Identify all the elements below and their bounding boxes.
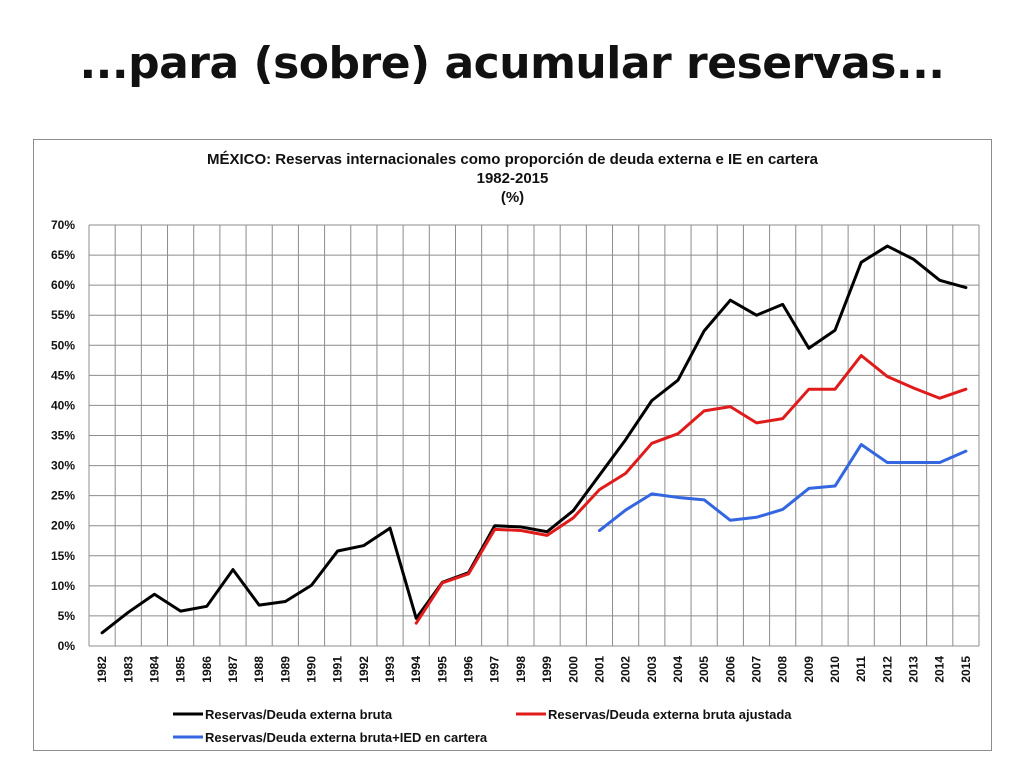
x-tick-label: 1997 [488,656,502,683]
chart-subtitle: 1982-2015 [476,170,549,187]
x-tick-label: 1991 [331,656,345,683]
y-tick-label: 60% [51,278,75,292]
chart-title: MÉXICO: Reservas internacionales como pr… [206,151,819,168]
y-tick-label: 35% [51,429,75,443]
x-tick-label: 1995 [435,656,449,683]
x-tick-label: 2007 [750,656,764,683]
x-tick-label: 1998 [514,656,528,683]
legend-label-1: Reservas/Deuda externa bruta [205,707,393,722]
x-tick-label: 1982 [95,656,109,683]
x-tick-label: 2011 [854,656,868,682]
x-tick-label: 2008 [776,656,790,683]
legend-label-3: Reservas/Deuda externa bruta+IED en cart… [205,730,488,745]
x-tick-label: 1984 [147,656,161,683]
y-tick-label: 25% [51,489,75,503]
x-tick-label: 2015 [959,656,973,683]
x-tick-label: 2012 [880,656,894,683]
x-tick-label: 1996 [462,656,476,683]
x-tick-label: 1983 [121,656,135,683]
legend-label-2: Reservas/Deuda externa bruta ajustada [548,707,792,722]
y-tick-label: 0% [58,639,76,653]
x-tick-label: 2002 [619,656,633,683]
x-tick-label: 2003 [645,656,659,683]
y-tick-label: 55% [51,308,75,322]
x-tick-label: 1989 [278,656,292,683]
x-tick-label: 2013 [907,656,921,683]
x-tick-label: 1999 [540,656,554,683]
y-tick-label: 40% [51,398,75,412]
x-tick-label: 2000 [566,656,580,683]
series-line-3 [597,443,968,533]
y-tick-label: 30% [51,459,75,473]
x-tick-label: 2005 [697,656,711,683]
x-tick-label: 1994 [409,656,423,683]
y-tick-label: 20% [51,519,75,533]
y-tick-label: 70% [51,218,75,232]
x-tick-label: 2004 [671,656,685,683]
x-tick-label: 2009 [802,656,816,683]
plot-grid [88,224,980,647]
y-tick-label: 50% [51,338,75,352]
x-tick-label: 1987 [226,656,240,683]
x-tick-label: 2001 [592,656,606,683]
y-tick-label: 10% [51,579,75,593]
y-tick-label: 65% [51,248,75,262]
y-tick-label: 15% [51,549,75,563]
series-line-2 [414,354,968,625]
slide-title: ...para (sobre) acumular reservas... [79,38,945,89]
series-lines [100,244,968,635]
x-tick-label: 1988 [252,656,266,683]
x-tick-label: 1992 [357,656,371,683]
y-tick-label: 5% [58,609,76,623]
chart-legend: Reservas/Deuda externa bruta Reservas/Deu… [173,707,792,745]
y-tick-label: 45% [51,368,75,382]
x-tick-label: 2006 [723,656,737,683]
chart-unit-label: (%) [500,189,525,206]
series-line-1 [100,244,968,635]
chart-frame [33,139,992,751]
x-tick-label: 1986 [200,656,214,683]
y-axis-ticks: 0% 5% 10% 15% 20% 25% 30% 35% 40% 45% 50% 55% 60% 65%… [51,218,75,653]
x-tick-label: 1993 [383,656,397,683]
x-tick-label: 2010 [828,656,842,683]
x-tick-label: 1985 [174,656,188,683]
x-tick-label: 2014 [933,656,947,683]
x-axis-ticks: 1982 1983 1984 1985 1986 1987 1988 1989 1990 1991… [95,656,973,683]
x-tick-label: 1990 [305,656,319,683]
